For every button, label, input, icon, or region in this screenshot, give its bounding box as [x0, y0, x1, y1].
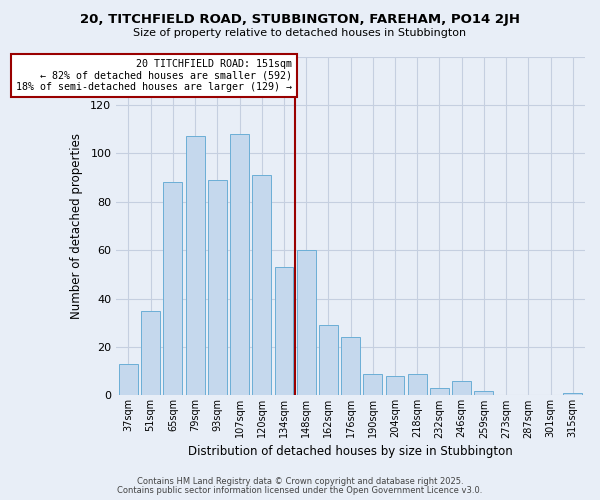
Text: Size of property relative to detached houses in Stubbington: Size of property relative to detached ho… — [133, 28, 467, 38]
Bar — [141, 310, 160, 396]
Bar — [341, 338, 360, 396]
Y-axis label: Number of detached properties: Number of detached properties — [70, 133, 83, 319]
Bar — [430, 388, 449, 396]
Bar — [208, 180, 227, 396]
Text: Contains HM Land Registry data © Crown copyright and database right 2025.: Contains HM Land Registry data © Crown c… — [137, 477, 463, 486]
Bar — [319, 325, 338, 396]
Bar — [119, 364, 138, 396]
Bar — [275, 267, 293, 396]
Bar — [386, 376, 404, 396]
Text: 20 TITCHFIELD ROAD: 151sqm
← 82% of detached houses are smaller (592)
18% of sem: 20 TITCHFIELD ROAD: 151sqm ← 82% of deta… — [16, 59, 292, 92]
Text: 20, TITCHFIELD ROAD, STUBBINGTON, FAREHAM, PO14 2JH: 20, TITCHFIELD ROAD, STUBBINGTON, FAREHA… — [80, 12, 520, 26]
Bar — [364, 374, 382, 396]
X-axis label: Distribution of detached houses by size in Stubbington: Distribution of detached houses by size … — [188, 444, 513, 458]
Bar — [253, 175, 271, 396]
Bar — [185, 136, 205, 396]
Bar — [163, 182, 182, 396]
Bar — [297, 250, 316, 396]
Bar — [230, 134, 249, 396]
Bar — [452, 381, 471, 396]
Bar — [475, 390, 493, 396]
Bar — [408, 374, 427, 396]
Bar — [563, 393, 582, 396]
Text: Contains public sector information licensed under the Open Government Licence v3: Contains public sector information licen… — [118, 486, 482, 495]
